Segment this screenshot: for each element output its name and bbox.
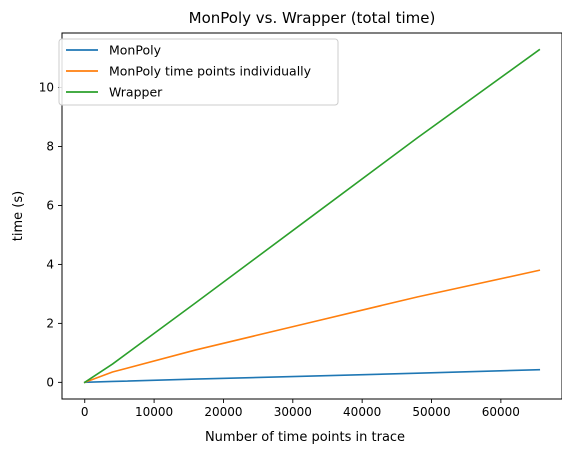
- legend-label-1: MonPoly: [109, 43, 162, 58]
- y-tick-label: 6: [46, 198, 54, 212]
- y-tick-label: 2: [46, 316, 54, 330]
- y-axis-label: time (s): [11, 191, 26, 241]
- y-tick-label: 8: [46, 140, 54, 154]
- series-line-1: [83, 368, 541, 384]
- plot-lines: [83, 48, 541, 384]
- y-tick-label: 10: [39, 81, 54, 95]
- x-tick-label: 0: [81, 405, 89, 419]
- x-tick-label: 10000: [135, 405, 173, 419]
- plot-frame: [61, 32, 562, 400]
- legend-label-3: Wrapper: [109, 85, 163, 100]
- legend-entries: MonPoly MonPoly time points individually W…: [66, 43, 312, 100]
- y-tick-label: 4: [46, 257, 54, 271]
- y-axis-ticks: 0 2 4 6 8 10: [39, 81, 62, 389]
- legend-box: [58, 38, 339, 106]
- x-axis-label: Number of time points in trace: [205, 430, 405, 445]
- y-tick-label: 0: [46, 375, 54, 389]
- x-tick-label: 50000: [412, 405, 450, 419]
- x-axis-ticks: 0 10000 20000 30000 40000 50000 60000: [81, 399, 520, 419]
- x-tick-label: 40000: [343, 405, 381, 419]
- x-tick-label: 20000: [204, 405, 242, 419]
- x-tick-label: 30000: [274, 405, 312, 419]
- series-line-3: [83, 48, 541, 384]
- chart-title: MonPoly vs. Wrapper (total time): [189, 9, 436, 27]
- x-tick-label: 60000: [482, 405, 520, 419]
- legend: MonPoly MonPoly time points individually W…: [58, 38, 339, 106]
- series-line-2: [83, 269, 541, 384]
- legend-label-2: MonPoly time points individually: [109, 64, 312, 79]
